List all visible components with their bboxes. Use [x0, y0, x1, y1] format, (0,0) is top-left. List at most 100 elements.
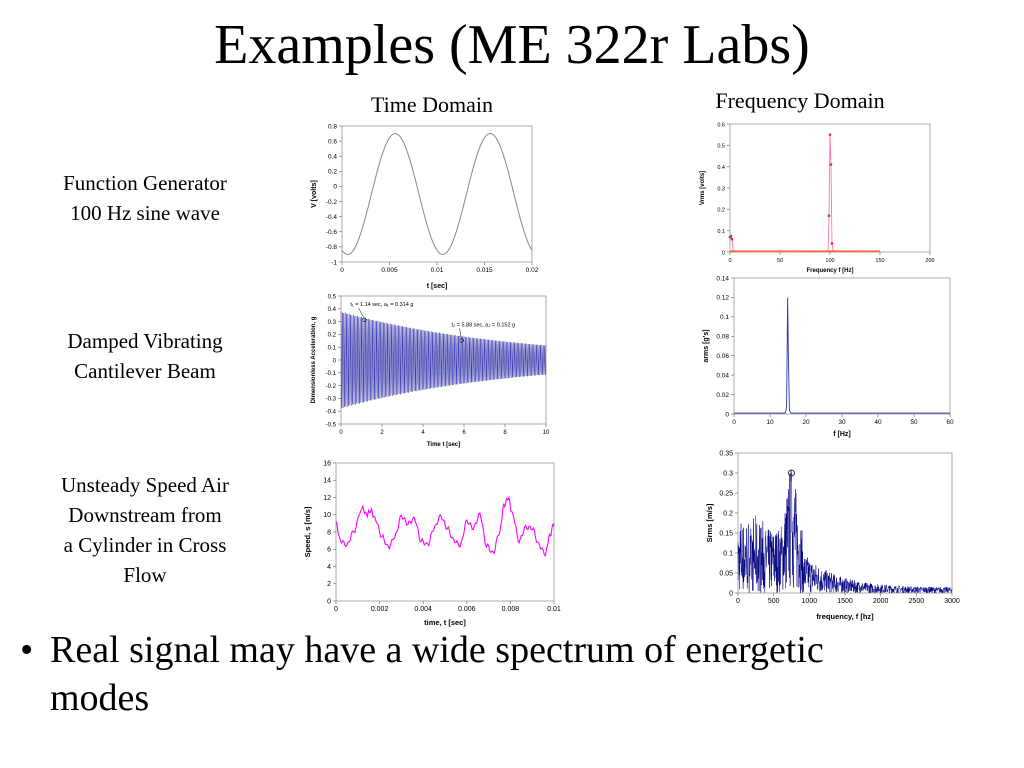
beam-freq-x-tick-label: 20 — [802, 419, 810, 426]
sine-freq-y-tick-label: 0.1 — [717, 229, 725, 235]
sine-time-y-tick-label: -1 — [331, 259, 337, 266]
row-label-line: 100 Hz sine wave — [70, 201, 220, 225]
flow-time-y-tick-label: 16 — [323, 460, 331, 467]
beam-time-x-tick-label: 10 — [543, 430, 550, 436]
sine-freq-y-tick-label: 0.2 — [717, 208, 725, 214]
beam-freq-x-tick-label: 60 — [946, 419, 954, 426]
beam-time-y-tick-label: 0.1 — [328, 346, 337, 352]
bullet-text: Real signal may have a wide spectrum of … — [50, 626, 1010, 722]
flow-freq-x-tick-label: 0 — [736, 598, 740, 605]
beam-freq-chart: 0 10 20 30 40 50 60 0 0.02 0.04 0.06 0.08 0.1 0.12 0.1… — [703, 275, 954, 438]
sine-time-x-tick-label: 0 — [340, 267, 344, 274]
sine-freq-point — [829, 163, 833, 166]
sine-freq-series-line — [729, 134, 881, 252]
flow-time-series-line — [335, 495, 555, 557]
flow-time-x-tick-label: 0.002 — [371, 606, 389, 613]
flow-time-x-tick-label: 0.004 — [414, 606, 432, 613]
beam-time-x-tick-label: 8 — [503, 430, 507, 436]
flow-time-x-tick-label: 0.008 — [502, 606, 520, 613]
sine-time-y-tick-label: 0 — [333, 184, 337, 191]
sine-time-y-tick-label: 0.6 — [328, 138, 337, 145]
sine-freq-x-tick-label: 200 — [925, 258, 934, 264]
sine-freq-point — [827, 214, 831, 218]
beam-freq-y-tick-label: 0.08 — [716, 334, 729, 341]
flow-time-y-tick-label: 0 — [327, 598, 331, 605]
sine-freq-point — [830, 242, 834, 245]
sine-time-series-line — [341, 133, 533, 255]
beam-freq-y-tick-label: 0 — [725, 411, 729, 418]
flow-time-y-axis-label: Speed, s [m/s] — [303, 506, 312, 557]
beam-time-y-tick-label: 0.3 — [328, 320, 337, 326]
sine-time-x-tick-label: 0.02 — [526, 267, 539, 274]
beam-freq-y-axis-label: arms [g's] — [703, 329, 710, 362]
sine-time-x-tick-label: 0.01 — [431, 267, 444, 274]
sine-time-plot-area — [341, 125, 533, 263]
beam-freq-x-tick-label: 50 — [910, 419, 918, 426]
beam-time-y-tick-label: 0.4 — [328, 307, 337, 313]
row-label-line: Downstream from — [68, 503, 222, 527]
sine-time-x-axis-label: t [sec] — [427, 283, 448, 290]
flow-freq-chart: 0 500 1000 1500 2000 2500 3000 0 0.05 0.1 0.15 0.2 0… — [705, 450, 960, 621]
sine-time-y-tick-label: -0.4 — [326, 214, 338, 221]
row-label-line: Function Generator — [63, 171, 227, 195]
row-label-cantilever-beam: Damped Vibrating Cantilever Beam — [30, 326, 260, 386]
beam-freq-y-tick-label: 0.04 — [716, 372, 729, 379]
flow-freq-y-tick-label: 0.3 — [723, 470, 733, 477]
beam-time-y-tick-label: 0.2 — [328, 333, 337, 339]
sine-time-x-tick-label: 0.015 — [476, 267, 493, 274]
row-label-line: a Cylinder in Cross — [63, 533, 227, 557]
sine-freq-point — [730, 237, 734, 241]
row-label-function-generator: Function Generator 100 Hz sine wave — [30, 168, 260, 228]
beam-time-x-tick-label: 0 — [339, 430, 343, 436]
sine-freq-x-tick-label: 150 — [875, 258, 884, 264]
beam-time-y-axis-label: Dimensionless Acceleration, g — [311, 316, 317, 403]
beam-time-y-tick-label: -0.5 — [326, 422, 337, 428]
beam-time-y-tick-label: -0.3 — [326, 397, 337, 403]
flow-freq-y-tick-label: 0.25 — [719, 490, 733, 497]
flow-freq-x-tick-label: 2500 — [909, 598, 925, 605]
row-label-line: Unsteady Speed Air — [61, 473, 229, 497]
beam-freq-x-tick-label: 0 — [732, 419, 736, 426]
flow-freq-x-tick-label: 500 — [768, 598, 780, 605]
flow-time-y-tick-label: 6 — [327, 547, 331, 554]
row-label-line: Cantilever Beam — [74, 359, 216, 383]
flow-freq-y-tick-label: 0.15 — [719, 530, 733, 537]
sine-freq-chart: 0 50 100 150 200 0 0.1 0.2 0.3 0.4 0.5 0.6 Frequency… — [700, 122, 935, 274]
beam-freq-x-tick-label: 30 — [838, 419, 846, 426]
flow-time-y-tick-label: 10 — [323, 512, 331, 519]
beam-time-y-tick-label: -0.2 — [326, 384, 337, 390]
flow-freq-y-tick-label: 0.1 — [723, 550, 733, 557]
beam-time-x-axis-label: Time t [sec] — [427, 442, 460, 448]
beam-time-annotation-text: t₂ = 5.88 sec, a₂ = 0.152 g — [452, 323, 516, 329]
beam-freq-plot-area — [733, 277, 951, 415]
sine-freq-x-tick-label: 100 — [825, 258, 834, 264]
time-domain-heading: Time Domain — [370, 92, 494, 117]
flow-time-plot-area — [335, 462, 555, 602]
sine-time-y-tick-label: -0.6 — [326, 229, 338, 236]
beam-time-annotation-marker — [362, 317, 367, 322]
sine-freq-y-tick-label: 0 — [722, 250, 725, 256]
flow-freq-series-line — [737, 470, 953, 594]
sine-freq-y-tick-label: 0.6 — [717, 122, 725, 128]
beam-time-y-tick-label: -0.4 — [326, 410, 337, 416]
beam-freq-y-tick-label: 0.14 — [716, 275, 729, 282]
flow-time-x-axis-label: time, t [sec] — [424, 618, 466, 627]
flow-freq-y-tick-label: 0 — [729, 590, 733, 597]
sine-time-y-tick-label: 0.4 — [328, 154, 337, 161]
flow-freq-y-tick-label: 0.35 — [719, 450, 733, 457]
beam-freq-x-tick-label: 40 — [874, 419, 882, 426]
beam-time-plot-area — [340, 295, 547, 425]
frequency-domain-heading: Frequency Domain — [715, 88, 885, 113]
beam-freq-y-tick-label: 0.06 — [716, 353, 729, 360]
beam-time-y-tick-label: -0.1 — [326, 371, 337, 377]
row-label-line: Damped Vibrating — [67, 329, 223, 353]
beam-freq-y-tick-label: 0.1 — [720, 314, 729, 321]
slide-title: Examples (ME 322r Labs) — [214, 14, 810, 76]
sine-freq-y-tick-label: 0.4 — [717, 165, 725, 171]
beam-time-series-line — [340, 311, 547, 409]
beam-freq-y-tick-label: 0.02 — [716, 392, 729, 399]
sine-freq-y-tick-label: 0.3 — [717, 186, 725, 192]
flow-freq-x-tick-label: 1500 — [837, 598, 853, 605]
sine-freq-point — [729, 234, 733, 238]
flow-freq-x-tick-label: 3000 — [944, 598, 960, 605]
